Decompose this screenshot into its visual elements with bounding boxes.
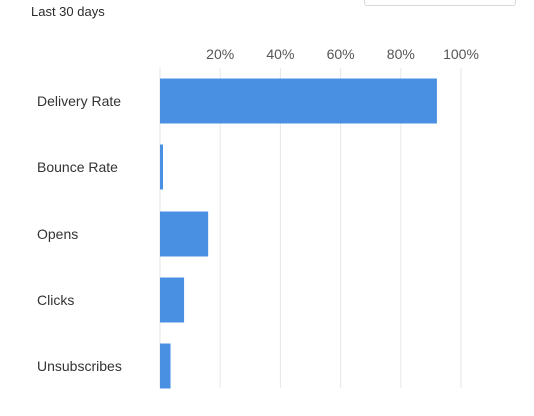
category-label: Bounce Rate	[37, 159, 118, 175]
period-dropdown[interactable]	[364, 0, 516, 6]
bar-bounce-rate[interactable]	[160, 144, 164, 190]
x-tick-label: 20%	[206, 46, 234, 62]
period-label: Last 30 days	[31, 4, 105, 19]
x-tick-label: 100%	[443, 46, 479, 62]
x-tick-label: 40%	[266, 46, 294, 62]
category-label: Clicks	[37, 292, 74, 308]
bar-opens[interactable]	[160, 211, 209, 257]
bar-delivery-rate[interactable]	[160, 78, 437, 124]
x-tick-label: 60%	[327, 46, 355, 62]
category-label: Unsubscribes	[37, 358, 122, 374]
bar-unsubscribes[interactable]	[160, 343, 171, 389]
x-tick-label: 80%	[387, 46, 415, 62]
category-label: Delivery Rate	[37, 93, 121, 109]
bar-clicks[interactable]	[160, 277, 185, 323]
category-label: Opens	[37, 226, 78, 242]
